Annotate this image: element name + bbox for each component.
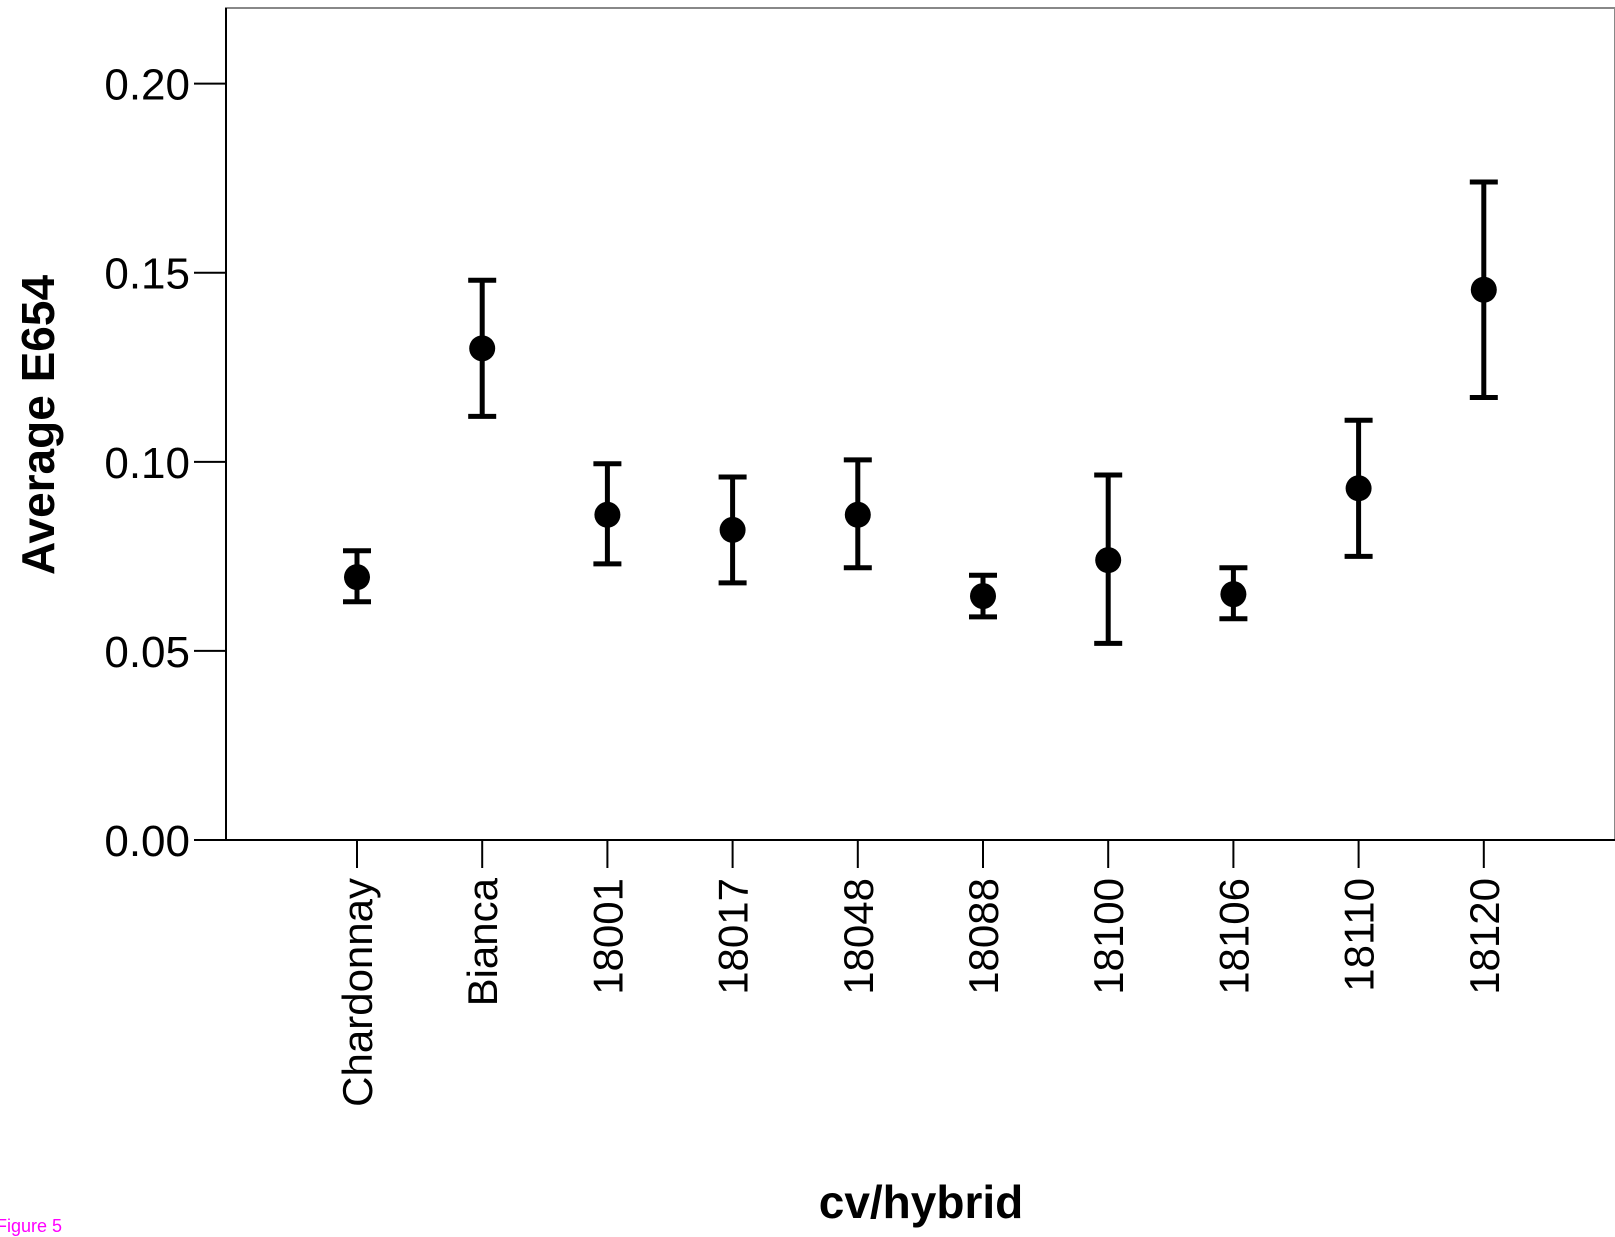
figure-label: Figure 5 — [0, 1216, 62, 1236]
data-point-2 — [594, 502, 620, 528]
data-point-1 — [469, 335, 495, 361]
data-point-9 — [1471, 277, 1497, 303]
y-axis-title: Average E654 — [12, 275, 64, 575]
x-tick-label-1: Bianca — [459, 877, 506, 1006]
x-tick-label-4: 18048 — [835, 878, 882, 995]
x-axis-title: cv/hybrid — [819, 1176, 1024, 1228]
data-point-0 — [344, 564, 370, 590]
y-tick-label-0: 0.00 — [104, 817, 190, 866]
y-axis-ticks: 0.00 0.05 0.10 0.15 0.20 — [104, 61, 226, 866]
x-tick-label-7: 18106 — [1210, 878, 1257, 995]
x-axis-ticks: Chardonnay Bianca 18001 18017 18048 18088 1810… — [334, 840, 1508, 1107]
y-tick-label-2: 0.10 — [104, 439, 190, 488]
y-tick-label-1: 0.05 — [104, 628, 190, 677]
data-point-3 — [720, 517, 746, 543]
x-tick-label-6: 18100 — [1085, 878, 1132, 995]
plot-frame — [226, 8, 1615, 840]
x-tick-label-8: 18110 — [1336, 878, 1383, 992]
data-point-4 — [845, 502, 871, 528]
data-point-5 — [970, 583, 996, 609]
error-bars — [343, 182, 1498, 643]
x-tick-label-9: 18120 — [1461, 878, 1508, 995]
data-point-6 — [1095, 547, 1121, 573]
x-tick-label-0: Chardonnay — [334, 878, 381, 1107]
data-points — [344, 277, 1497, 609]
y-tick-label-4: 0.20 — [104, 61, 190, 110]
x-tick-label-2: 18001 — [584, 878, 631, 995]
x-tick-label-3: 18017 — [710, 878, 757, 995]
y-tick-label-3: 0.15 — [104, 250, 190, 299]
x-tick-label-5: 18088 — [960, 878, 1007, 995]
data-point-8 — [1346, 475, 1372, 501]
data-point-7 — [1220, 581, 1246, 607]
